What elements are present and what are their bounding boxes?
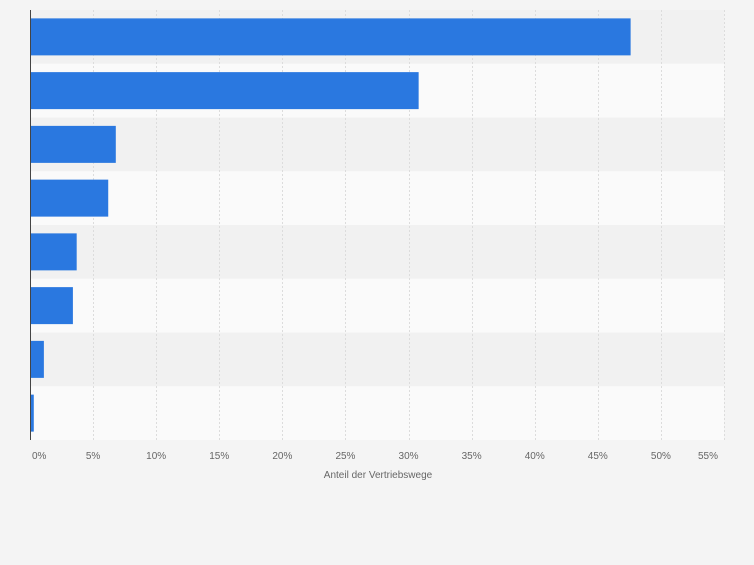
x-tick-label: 25% bbox=[335, 451, 355, 462]
x-tick-label: 35% bbox=[462, 451, 482, 462]
row-band bbox=[30, 278, 724, 333]
bar[interactable] bbox=[30, 72, 419, 110]
row-bands bbox=[30, 10, 724, 440]
x-axis-label: Anteil der Vertriebswege bbox=[324, 470, 433, 481]
x-tick-label: 55% bbox=[698, 451, 718, 462]
row-band bbox=[30, 332, 724, 387]
row-band bbox=[30, 171, 724, 225]
bar[interactable] bbox=[30, 394, 34, 432]
x-tick-label: 20% bbox=[272, 451, 292, 462]
x-tick-label: 40% bbox=[525, 451, 545, 462]
row-band bbox=[30, 386, 724, 440]
x-tick-label: 45% bbox=[588, 451, 608, 462]
bar[interactable] bbox=[30, 125, 116, 163]
row-band bbox=[30, 225, 724, 279]
bar[interactable] bbox=[30, 179, 109, 217]
row-band bbox=[30, 117, 724, 172]
bar[interactable] bbox=[30, 287, 73, 325]
x-tick-label: 15% bbox=[209, 451, 229, 462]
x-tick-label: 10% bbox=[146, 451, 166, 462]
x-tick-label: 5% bbox=[86, 451, 101, 462]
x-tick-label: 50% bbox=[651, 451, 671, 462]
x-tick-labels: 0% 5% 10% 15% 20% 25% 30% 35% 40% 45% 50% 55% bbox=[32, 451, 718, 462]
bar[interactable] bbox=[30, 18, 631, 56]
bar[interactable] bbox=[30, 233, 77, 271]
x-tick-label: 0% bbox=[32, 451, 47, 462]
bars bbox=[30, 18, 631, 432]
x-tick-label: 30% bbox=[399, 451, 419, 462]
bar[interactable] bbox=[30, 340, 44, 378]
